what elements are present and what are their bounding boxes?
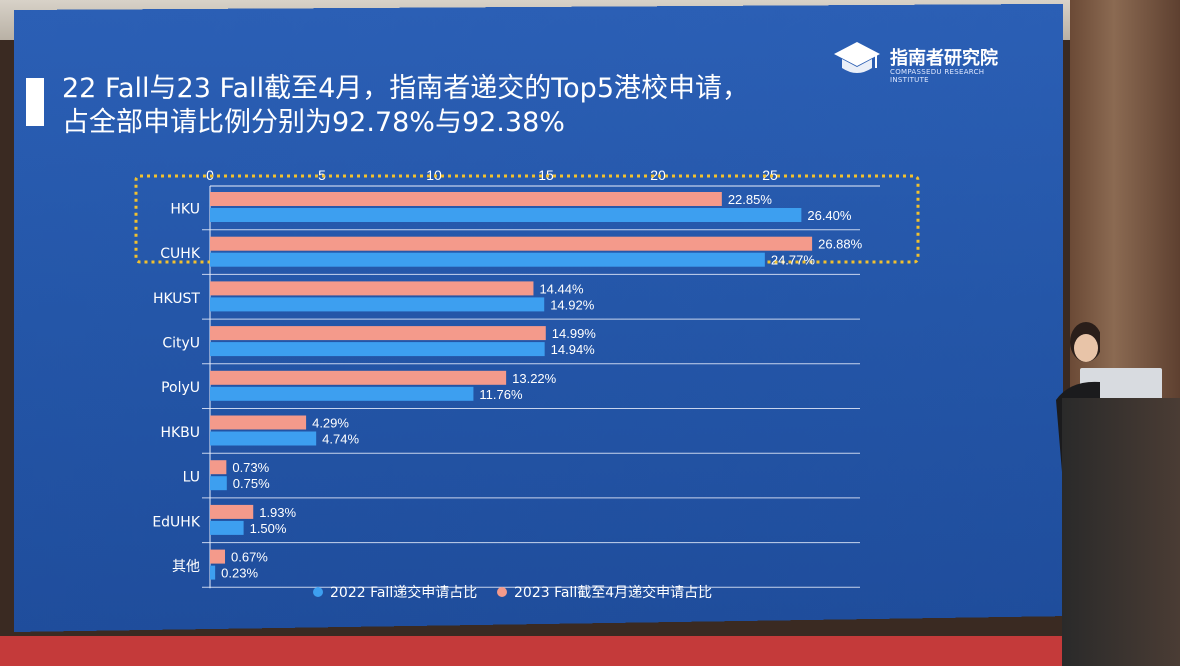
bar-2022 (210, 342, 545, 356)
legend-label: 2023 Fall截至4月递交申请占比 (514, 584, 712, 601)
category-label: CityU (162, 335, 200, 351)
category-label: HKUST (153, 291, 200, 307)
bar-2023 (210, 371, 506, 385)
bar-value-label: 0.75% (233, 476, 270, 491)
bar-2022 (210, 432, 316, 446)
bar-value-label: 14.44% (539, 281, 584, 296)
bar-2023 (210, 192, 722, 206)
category-label: HKU (170, 201, 200, 217)
bar-value-label: 26.88% (818, 237, 863, 252)
category-label: LU (183, 470, 200, 486)
bar-2023 (210, 237, 812, 251)
bar-value-label: 0.67% (231, 550, 268, 565)
category-label: EdUHK (152, 514, 201, 530)
bar-value-label: 24.77% (771, 253, 816, 268)
podium (1062, 398, 1180, 666)
bar-2023 (210, 416, 306, 430)
legend-marker (497, 587, 507, 597)
bar-2022 (210, 297, 544, 311)
bar-2022 (210, 476, 227, 490)
bar-value-label: 11.76% (479, 387, 523, 402)
bar-2022 (210, 387, 473, 401)
bar-value-label: 14.92% (550, 297, 595, 312)
category-label: 其他 (172, 559, 200, 575)
bar-value-label: 14.94% (551, 342, 596, 357)
bar-2023 (210, 326, 546, 340)
bar-2023 (210, 550, 225, 564)
bar-value-label: 13.22% (512, 371, 557, 386)
category-label: CUHK (160, 246, 201, 262)
bar-2022 (210, 208, 801, 222)
category-label: PolyU (161, 380, 200, 396)
bar-2023 (210, 460, 226, 474)
bar-value-label: 26.40% (807, 208, 852, 223)
category-label: HKBU (160, 425, 200, 441)
bar-value-label: 0.73% (232, 460, 269, 475)
bar-value-label: 22.85% (728, 192, 773, 207)
legend-label: 2022 Fall递交申请占比 (330, 584, 477, 601)
bar-2023 (210, 505, 253, 519)
bar-value-label: 1.50% (250, 521, 287, 536)
bar-value-label: 0.23% (221, 566, 258, 581)
bar-value-label: 14.99% (552, 326, 597, 341)
bar-value-label: 4.29% (312, 416, 349, 431)
bar-2022 (210, 521, 244, 535)
bar-value-label: 1.93% (259, 505, 296, 520)
bar-value-label: 4.74% (322, 432, 359, 447)
legend-marker (313, 587, 323, 597)
bar-2022 (210, 566, 215, 580)
bar-2022 (210, 253, 765, 267)
bar-2023 (210, 281, 533, 295)
